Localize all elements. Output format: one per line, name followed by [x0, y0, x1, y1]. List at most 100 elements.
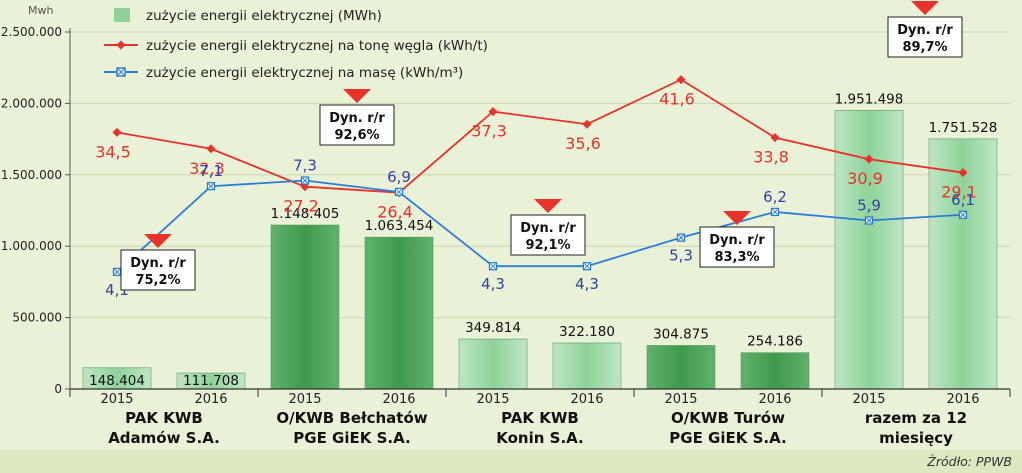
bar — [646, 345, 716, 390]
line-series: 34,5 32,3 27,2 26,4 37,3 35,6 41,6 33,8 30,9 29,1… — [95, 75, 977, 299]
red-series-line — [116, 78, 964, 194]
y-tick-label: 500.000 — [12, 311, 62, 325]
bar — [928, 138, 998, 390]
legend-swatch-bar — [114, 8, 130, 22]
annotation-value: 83,3% — [714, 250, 759, 265]
red-value-label: 34,5 — [95, 142, 131, 161]
x-tick-label: 2015 — [288, 392, 321, 407]
blue-point-cross — [114, 269, 120, 275]
annotation-value: 92,1% — [525, 238, 570, 253]
red-point — [488, 107, 498, 117]
bar-value-label: 304.875 — [653, 326, 709, 342]
bar-value-label: 111.708 — [183, 373, 239, 389]
annotation-box — [699, 226, 775, 268]
group-labels: PAK KWB Adamów S.A. O/KWB Bełchatów PGE GiE… — [108, 409, 967, 447]
bar-value-label: 148.404 — [89, 373, 145, 389]
blue-point-cross — [396, 189, 402, 195]
annotation-value: 75,2% — [135, 273, 180, 288]
blue-point-cross — [584, 263, 590, 270]
bars — [82, 110, 998, 390]
blue-value-label: 7,3 — [293, 157, 317, 175]
x-tick-label: 2016 — [382, 392, 415, 407]
red-value-label: 32,3 — [189, 159, 225, 178]
red-point — [206, 144, 216, 154]
bar — [270, 224, 340, 390]
blue-point-cross — [866, 217, 872, 224]
annotation-marker — [534, 199, 562, 213]
blue-value-label: 4,3 — [575, 275, 599, 293]
bar-value-label: 1.951.498 — [835, 91, 904, 107]
x-tick-label: 2015 — [664, 392, 697, 407]
footer-band — [0, 450, 1022, 473]
legend: zużycie energii elektrycznej (MWh) zużyc… — [104, 8, 488, 81]
blue-point-cross — [678, 234, 684, 241]
annotation-title: Dyn. r/r — [329, 111, 385, 126]
x-tick-label: 2015 — [852, 392, 885, 407]
bar — [552, 342, 622, 390]
bar-value-label: 254.186 — [747, 334, 803, 350]
legend-label-blue: zużycie energii elektrycznej na masę (kW… — [146, 65, 463, 81]
blue-point-cross — [208, 183, 214, 190]
blue-value-label: 4,3 — [481, 275, 505, 293]
group-label-line2: Konin S.A. — [496, 429, 583, 447]
group-label-line1: PAK KWB — [125, 409, 203, 427]
red-point — [112, 127, 122, 137]
blue-value-label: 6,2 — [763, 188, 787, 206]
annotation-box — [510, 214, 586, 256]
x-tick-label: 2016 — [758, 392, 791, 407]
x-tick-label: 2016 — [946, 392, 979, 407]
group-label-line1: O/KWB Turów — [671, 409, 785, 427]
red-value-label: 27,2 — [283, 197, 319, 216]
bar — [834, 110, 904, 390]
annotation-box — [120, 249, 196, 291]
x-tick-label: 2015 — [476, 392, 509, 407]
legend-label-bar: zużycie energii elektrycznej (MWh) — [146, 8, 382, 24]
blue-value-label: 5,3 — [669, 247, 693, 265]
y-tick-label: 1.500.000 — [1, 168, 62, 182]
annotation-value: 92,6% — [334, 128, 379, 143]
red-value-label: 33,8 — [753, 148, 789, 167]
group-label-line2: Adamów S.A. — [108, 429, 220, 447]
group-label-line2: PGE GiEK S.A. — [669, 429, 786, 447]
group-label-line2: PGE GiEK S.A. — [293, 429, 410, 447]
annotations: Dyn. r/r 75,2% Dyn. r/r 92,6% Dyn. r/r 92,1% D… — [120, 1, 963, 291]
annotation-title: Dyn. r/r — [897, 23, 953, 38]
annotation-box — [319, 104, 395, 146]
bar — [740, 352, 810, 390]
red-point — [958, 168, 968, 178]
annotation-title: Dyn. r/r — [520, 221, 576, 236]
blue-point-cross — [302, 177, 308, 184]
x-tick-label: 2016 — [194, 392, 227, 407]
red-value-label: 41,6 — [659, 90, 695, 109]
group-label-line2: miesięcy — [879, 429, 953, 447]
red-value-label: 37,3 — [471, 122, 507, 141]
annotation-marker — [144, 234, 172, 248]
blue-value-label: 6,9 — [387, 168, 411, 186]
annotation-title: Dyn. r/r — [709, 233, 765, 248]
y-tick-label: 2.000.000 — [1, 96, 62, 110]
bar-labels: 148.404 111.708 1.148.405 1.063.454 349.814 3… — [89, 91, 997, 389]
blue-value-label: 5,9 — [857, 196, 881, 214]
red-point — [676, 75, 686, 85]
legend-marker-red — [116, 40, 126, 50]
annotation-marker — [723, 211, 751, 225]
blue-point-cross — [772, 209, 778, 215]
group-label-line1: O/KWB Bełchatów — [276, 409, 427, 427]
annotation-box — [887, 16, 963, 58]
annotation-marker — [911, 1, 939, 15]
bar-value-label: 1.063.454 — [365, 218, 434, 234]
bar-value-label: 1.148.405 — [271, 206, 340, 222]
blue-series-line — [116, 179, 964, 273]
red-value-label: 26,4 — [377, 203, 413, 222]
y-axis: 0 500.000 1.000.000 1.500.000 2.000.000 2.500… — [1, 25, 71, 396]
bar — [458, 338, 528, 390]
source-note: Źródło: PPWB — [926, 454, 1012, 469]
blue-point-cross — [960, 211, 966, 218]
group-label-line1: PAK KWB — [501, 409, 579, 427]
bar-value-label: 1.751.528 — [929, 120, 998, 136]
x-tick-label: 2016 — [570, 392, 603, 407]
y-tick-label: 2.500.000 — [1, 25, 62, 39]
y-axis-label: Mwh — [28, 4, 53, 17]
red-value-label: 29,1 — [941, 183, 977, 202]
